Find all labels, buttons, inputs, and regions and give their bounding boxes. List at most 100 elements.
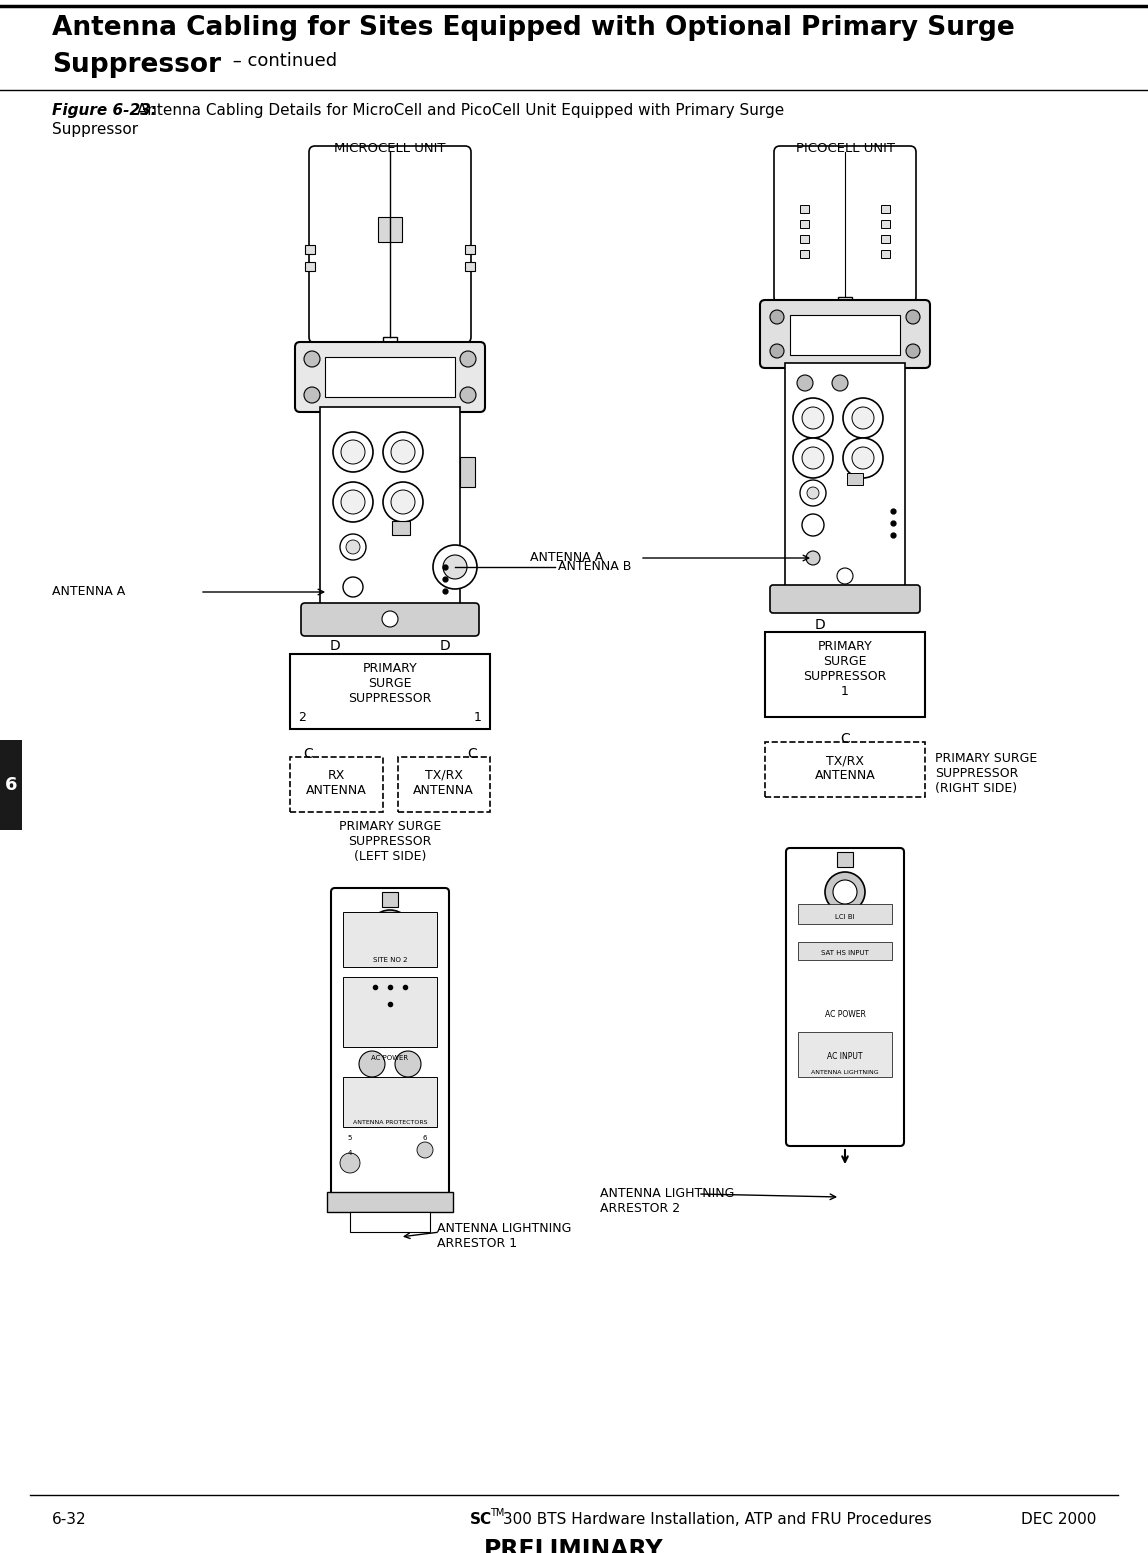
Text: TM: TM	[490, 1508, 504, 1517]
Text: ANTENNA LIGHTNING
ARRESTOR 1: ANTENNA LIGHTNING ARRESTOR 1	[437, 1222, 572, 1250]
Text: D: D	[815, 618, 825, 632]
Text: Suppressor: Suppressor	[52, 51, 222, 78]
Circle shape	[341, 439, 365, 464]
Bar	[383, 337, 397, 362]
Text: AC POWER: AC POWER	[824, 1009, 866, 1019]
Text: AC INPUT: AC INPUT	[828, 1051, 863, 1061]
Text: 300 BTS Hardware Installation, ATP and FRU Procedures: 300 BTS Hardware Installation, ATP and F…	[498, 1513, 932, 1527]
Circle shape	[304, 351, 320, 367]
Circle shape	[340, 1152, 360, 1173]
Bar	[765, 742, 925, 797]
Text: ANTENNA LIGHTNING
ARRESTOR 2: ANTENNA LIGHTNING ARRESTOR 2	[600, 1186, 735, 1214]
Bar	[881, 250, 890, 258]
Text: TX/RX
ANTENNA: TX/RX ANTENNA	[413, 769, 474, 797]
Circle shape	[770, 345, 784, 359]
Bar	[465, 262, 475, 272]
Text: ANTENNA PROTECTORS: ANTENNA PROTECTORS	[352, 1120, 427, 1124]
FancyBboxPatch shape	[331, 888, 449, 1196]
Circle shape	[797, 374, 813, 391]
Circle shape	[806, 551, 820, 565]
Circle shape	[369, 910, 412, 954]
Circle shape	[383, 481, 422, 522]
Circle shape	[391, 439, 414, 464]
Bar	[790, 315, 900, 356]
Text: PRIMARY SURGE
SUPPRESSOR
(RIGHT SIDE): PRIMARY SURGE SUPPRESSOR (RIGHT SIDE)	[934, 752, 1038, 795]
Text: Antenna Cabling Details for MicroCell and PicoCell Unit Equipped with Primary Su: Antenna Cabling Details for MicroCell an…	[132, 102, 784, 118]
Bar	[798, 1033, 892, 1076]
Circle shape	[340, 534, 366, 561]
Bar	[305, 262, 315, 272]
Text: ANTENNA A: ANTENNA A	[530, 551, 603, 564]
Text: 5: 5	[348, 1135, 352, 1141]
Bar	[0, 739, 22, 829]
Circle shape	[382, 610, 398, 627]
Text: 6: 6	[5, 776, 17, 794]
Circle shape	[802, 514, 824, 536]
Text: 6: 6	[422, 1135, 427, 1141]
FancyBboxPatch shape	[295, 342, 484, 412]
Bar	[800, 221, 809, 228]
Circle shape	[833, 881, 858, 904]
Text: – continued: – continued	[227, 51, 338, 70]
Circle shape	[391, 491, 414, 514]
Circle shape	[906, 345, 920, 359]
Circle shape	[852, 447, 874, 469]
Circle shape	[333, 432, 373, 472]
Circle shape	[377, 1079, 403, 1106]
Circle shape	[807, 488, 819, 499]
FancyBboxPatch shape	[309, 146, 471, 343]
Bar	[881, 235, 890, 242]
Circle shape	[793, 438, 833, 478]
Bar	[460, 457, 475, 488]
Circle shape	[793, 398, 833, 438]
Bar	[800, 205, 809, 213]
Circle shape	[346, 540, 360, 554]
Bar	[837, 853, 853, 867]
Bar	[320, 407, 460, 607]
Bar	[881, 205, 890, 213]
Bar	[881, 221, 890, 228]
Circle shape	[383, 432, 422, 472]
Text: LCI BI: LCI BI	[836, 915, 855, 919]
Text: ANTENNA A: ANTENNA A	[52, 585, 125, 598]
Bar	[343, 912, 437, 968]
Text: PRIMARY SURGE
SUPPRESSOR
(LEFT SIDE): PRIMARY SURGE SUPPRESSOR (LEFT SIDE)	[339, 820, 441, 863]
Text: SITE NO 2: SITE NO 2	[373, 957, 408, 963]
Text: RX
ANTENNA: RX ANTENNA	[305, 769, 366, 797]
Text: C: C	[840, 731, 850, 745]
Circle shape	[852, 407, 874, 429]
Bar	[343, 1076, 437, 1127]
Text: PICOCELL UNIT: PICOCELL UNIT	[796, 141, 894, 155]
Text: Figure 6-23:: Figure 6-23:	[52, 102, 157, 118]
Circle shape	[837, 568, 853, 584]
Bar	[838, 297, 852, 317]
Circle shape	[802, 447, 824, 469]
Circle shape	[377, 918, 404, 946]
Circle shape	[832, 374, 848, 391]
Bar	[350, 1211, 430, 1232]
Text: PRIMARY
SURGE
SUPPRESSOR: PRIMARY SURGE SUPPRESSOR	[348, 662, 432, 705]
Text: 4: 4	[348, 1151, 352, 1155]
Text: C: C	[467, 747, 476, 761]
Circle shape	[417, 1141, 433, 1159]
Bar	[391, 520, 410, 534]
Circle shape	[333, 481, 373, 522]
Circle shape	[843, 438, 883, 478]
Circle shape	[395, 1051, 421, 1076]
Circle shape	[343, 578, 363, 596]
Bar	[327, 1193, 453, 1211]
Text: C: C	[303, 747, 313, 761]
Text: DEC 2000: DEC 2000	[1021, 1513, 1096, 1527]
Bar	[765, 632, 925, 717]
Text: Suppressor: Suppressor	[52, 123, 138, 137]
Circle shape	[800, 480, 827, 506]
Text: TX/RX
ANTENNA: TX/RX ANTENNA	[815, 755, 876, 783]
Circle shape	[770, 311, 784, 325]
Text: ANTENNA LIGHTNING: ANTENNA LIGHTNING	[812, 1070, 879, 1075]
Circle shape	[433, 545, 478, 589]
Bar	[305, 245, 315, 255]
Circle shape	[304, 387, 320, 402]
Bar	[378, 217, 402, 242]
Bar	[290, 654, 490, 728]
Text: PRIMARY
SURGE
SUPPRESSOR
1: PRIMARY SURGE SUPPRESSOR 1	[804, 640, 886, 697]
